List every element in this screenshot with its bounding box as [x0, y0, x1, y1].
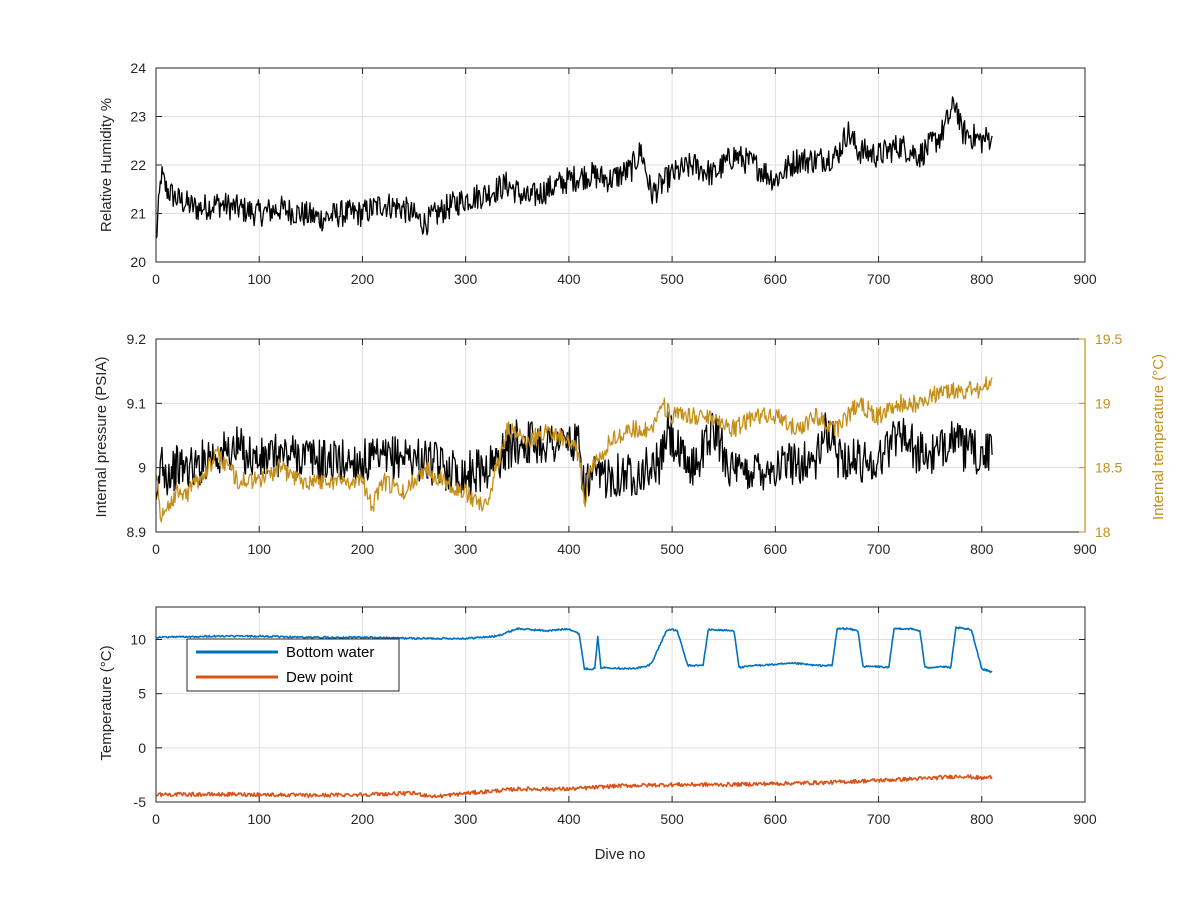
panel-1: 0 100 200 300 400 500 600 700 800 900 20 21 22 23 24: [130, 60, 1096, 287]
x-tick-label: 400: [557, 271, 581, 287]
x-tick-label: 800: [970, 541, 994, 557]
x-tick-label: 900: [1073, 541, 1097, 557]
y-tick-label: 10: [130, 632, 146, 648]
y-tick-label: 20: [130, 254, 146, 270]
y-tick-label: 9.2: [127, 331, 147, 347]
x-tick-label: 300: [454, 811, 478, 827]
series-line-3-2: [155, 774, 993, 799]
y-tick-label-right: 18: [1095, 524, 1111, 540]
panel-2: 0 100 200 300 400 500 600 700 800 900 8.9 9 9.1 9.2 18…: [127, 331, 1123, 557]
legend-label-dew-point: Dew point: [286, 669, 354, 686]
panel3-xlabel: Dive no: [595, 846, 646, 863]
series-line-3-1: [155, 626, 993, 674]
y-tick-label: 9.1: [127, 395, 147, 411]
y-tick-label: 22: [130, 157, 146, 173]
y-tick-label: 23: [130, 109, 146, 125]
panel3-ylabel: Temperature (°C): [98, 645, 115, 760]
x-tick-label: 700: [867, 811, 891, 827]
x-tick-label: 500: [660, 541, 684, 557]
x-tick-label: 500: [660, 271, 684, 287]
series-line-1-1: [155, 96, 993, 239]
x-tick-label: 600: [764, 541, 788, 557]
series-line-2-2: [155, 376, 993, 523]
x-tick-label: 700: [867, 541, 891, 557]
y-tick-label: -5: [134, 794, 147, 810]
legend: Bottom water Dew point: [186, 638, 400, 692]
x-tick-label: 0: [152, 541, 160, 557]
y-tick-label: 24: [130, 60, 146, 76]
x-tick-label: 900: [1073, 271, 1097, 287]
legend-label-bottom-water: Bottom water: [286, 644, 374, 661]
series-line-2-1: [155, 411, 993, 504]
x-tick-label: 300: [454, 541, 478, 557]
x-tick-label: 600: [764, 811, 788, 827]
x-tick-label: 100: [248, 541, 272, 557]
y-tick-label: 0: [138, 740, 146, 756]
x-tick-label: 900: [1073, 811, 1097, 827]
y-tick-label: 9: [138, 460, 146, 476]
y-tick-label: 8.9: [127, 524, 147, 540]
x-tick-label: 200: [351, 811, 375, 827]
x-tick-label: 500: [660, 811, 684, 827]
y-tick-label: 21: [130, 206, 146, 222]
x-tick-label: 400: [557, 811, 581, 827]
panel2-ylabel-right: Internal temperature (°C): [1150, 354, 1167, 520]
x-tick-label: 800: [970, 271, 994, 287]
axes-frame: [155, 606, 1086, 803]
x-tick-label: 800: [970, 811, 994, 827]
y-tick-label-right: 19: [1095, 395, 1111, 411]
x-tick-label: 600: [764, 271, 788, 287]
x-tick-label: 300: [454, 271, 478, 287]
y-tick-label: 5: [138, 686, 146, 702]
x-tick-label: 0: [152, 811, 160, 827]
legend-box: [186, 638, 400, 692]
x-tick-label: 100: [248, 271, 272, 287]
y-tick-label-right: 18.5: [1095, 460, 1122, 476]
panel1-ylabel: Relative Humidity %: [98, 98, 115, 232]
panel2-ylabel: Internal pressure (PSIA): [93, 357, 110, 518]
y-tick-label-right: 19.5: [1095, 331, 1122, 347]
x-tick-label: 700: [867, 271, 891, 287]
x-tick-label: 400: [557, 541, 581, 557]
x-tick-label: 200: [351, 541, 375, 557]
x-tick-label: 200: [351, 271, 375, 287]
x-tick-label: 100: [248, 811, 272, 827]
x-tick-label: 0: [152, 271, 160, 287]
